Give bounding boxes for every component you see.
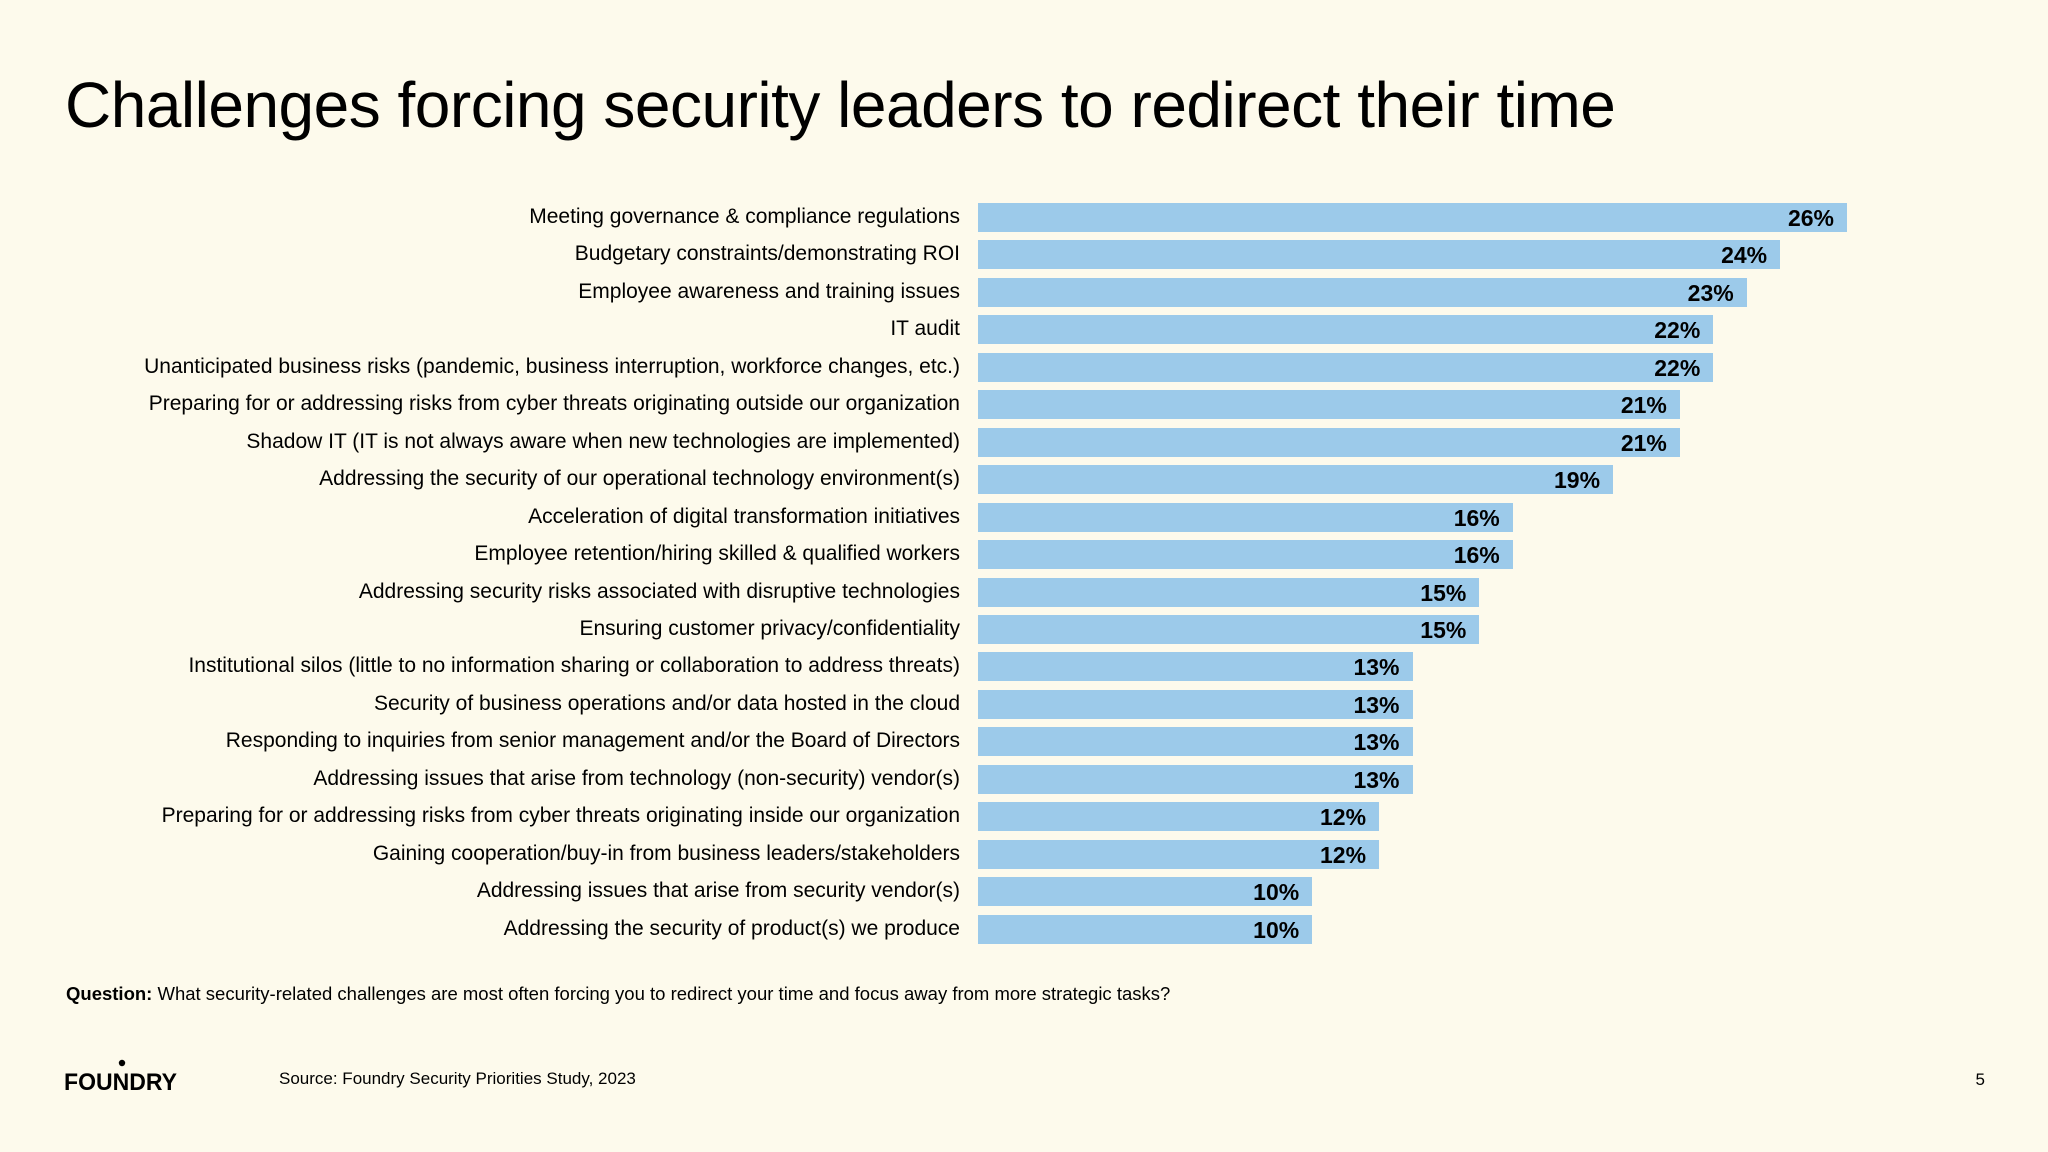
bar-value-label: 23% xyxy=(1687,279,1734,306)
bar-value-label: 19% xyxy=(1553,467,1601,494)
category-label: Responding to inquiries from senior mana… xyxy=(225,729,960,753)
bar-value-label: 22% xyxy=(1654,317,1701,344)
bar xyxy=(978,390,1680,420)
question-label: Question: xyxy=(66,983,153,1004)
bar-value-label: 21% xyxy=(1620,429,1667,456)
bar-value-label: 12% xyxy=(1320,841,1367,868)
bar xyxy=(978,652,1413,682)
category-label: Addressing the security of product(s) we… xyxy=(503,916,960,940)
bar-value-label: 13% xyxy=(1353,729,1400,756)
bar xyxy=(978,465,1614,495)
bar-value-label: 13% xyxy=(1353,691,1400,718)
category-label: Unanticipated business risks (pandemic, … xyxy=(144,354,960,378)
page-title: Challenges forcing security leaders to r… xyxy=(65,69,1616,141)
bar xyxy=(978,689,1413,719)
category-label: Gaining cooperation/buy-in from business… xyxy=(372,841,960,865)
category-label: Preparing for or addressing risks from c… xyxy=(161,804,960,828)
bar xyxy=(978,240,1781,270)
category-label: Addressing issues that arise from techno… xyxy=(313,766,960,790)
category-label: Addressing security risks associated wit… xyxy=(358,579,960,603)
logo-wordmark: FOUNDRY xyxy=(64,1069,177,1093)
question-text: What security-related challenges are mos… xyxy=(157,983,1171,1004)
bar-value-label: 12% xyxy=(1320,804,1367,831)
category-label: Meeting governance & compliance regulati… xyxy=(529,205,960,228)
bar xyxy=(978,502,1513,532)
category-label: Institutional silos (little to no inform… xyxy=(188,654,960,678)
foundry-logo: FOUNDRY xyxy=(64,1059,177,1093)
bar-value-label: 16% xyxy=(1453,504,1500,531)
category-label: Employee retention/hiring skilled & qual… xyxy=(474,542,960,566)
bar xyxy=(978,614,1480,644)
bar xyxy=(978,352,1714,382)
source-note: Source: Foundry Security Priorities Stud… xyxy=(279,1069,636,1088)
bar-value-label: 16% xyxy=(1453,542,1500,569)
bar xyxy=(978,577,1480,607)
bar xyxy=(978,277,1747,307)
bar-value-label: 10% xyxy=(1253,879,1300,906)
bar xyxy=(978,839,1380,869)
category-label: Employee awareness and training issues xyxy=(578,279,960,303)
bar xyxy=(978,203,1847,232)
survey-question: Question: What security-related challeng… xyxy=(66,983,1170,1005)
bar xyxy=(978,727,1413,757)
bar-value-label: 15% xyxy=(1420,616,1467,643)
bar xyxy=(978,315,1714,345)
category-label: Acceleration of digital transformation i… xyxy=(528,504,960,528)
bar-value-label: 24% xyxy=(1721,242,1768,269)
bar xyxy=(978,764,1413,794)
page-number: 5 xyxy=(1975,1070,1985,1089)
category-label: Addressing issues that arise from securi… xyxy=(476,879,960,903)
bar-value-label: 15% xyxy=(1420,579,1467,606)
bar-value-label: 22% xyxy=(1654,354,1701,381)
bar xyxy=(978,914,1313,944)
category-label: Preparing for or addressing risks from c… xyxy=(148,392,960,416)
bar-value-label: 13% xyxy=(1353,766,1400,793)
bar-value-label: 26% xyxy=(1787,205,1834,231)
category-label: Security of business operations and/or d… xyxy=(373,691,960,715)
category-label: IT audit xyxy=(890,317,960,341)
bar-value-label: 13% xyxy=(1353,654,1400,681)
bar-value-label: 21% xyxy=(1620,392,1667,419)
bar xyxy=(978,540,1513,570)
category-label: Addressing the security of our operation… xyxy=(319,467,960,491)
category-label: Budgetary constraints/demonstrating ROI xyxy=(574,242,960,266)
bar xyxy=(978,802,1380,832)
category-label: Shadow IT (IT is not always aware when n… xyxy=(246,429,960,453)
bar xyxy=(978,427,1680,457)
bar-value-label: 10% xyxy=(1253,916,1300,943)
category-label: Ensuring customer privacy/confidentialit… xyxy=(579,616,960,640)
bar xyxy=(978,877,1313,907)
